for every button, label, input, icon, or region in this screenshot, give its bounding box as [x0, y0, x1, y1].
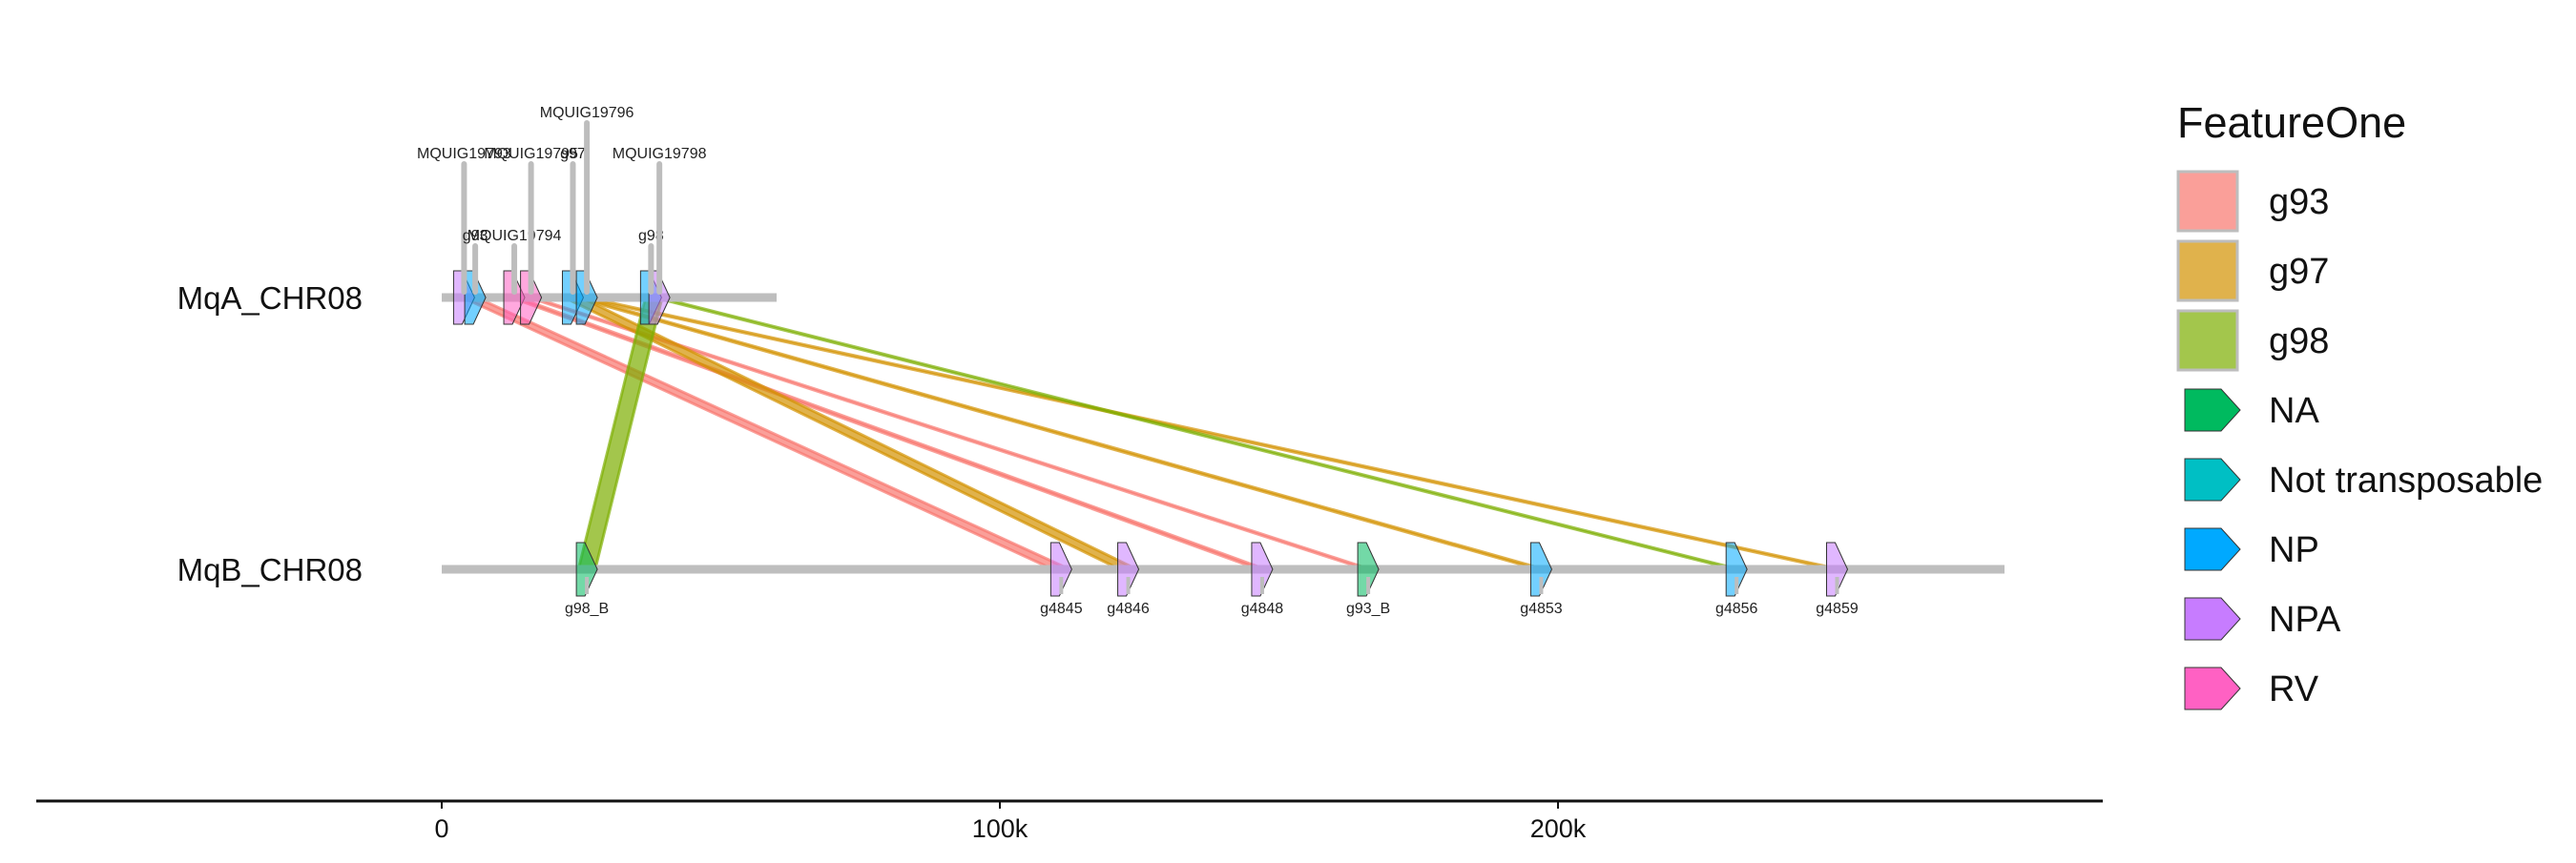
gene-label-g93_B: g93_B: [1346, 601, 1390, 617]
sequence-name-0: MqA_CHR08: [177, 280, 363, 316]
gene-label-MQUIG19796: MQUIG19796: [540, 105, 634, 121]
gene-label-g4853: g4853: [1520, 601, 1563, 617]
gene-layer: [452, 270, 1849, 597]
legend-key-g97: [2176, 239, 2239, 302]
gene-label-g93: g93: [463, 228, 488, 244]
link-g98-7: [654, 296, 1739, 571]
gene-arrow-MQUIG19798: [648, 270, 671, 325]
gene-arrow-g4859: [1826, 542, 1849, 597]
legend-key-rv: [2184, 667, 2241, 710]
gene-label-g4846: g4846: [1107, 601, 1150, 617]
legend-title: FeatureOne: [2177, 98, 2406, 147]
x-tick-label-1: 100k: [972, 814, 1028, 843]
gene-label-g4848: g4848: [1241, 601, 1284, 617]
legend-label-not-transposable: Not transposable: [2269, 461, 2543, 501]
legend-key-not-transposable: [2184, 458, 2241, 502]
x-axis: 0 100k 200k: [36, 799, 2103, 843]
gene-arrow-g4853: [1529, 542, 1553, 597]
gene-arrow-g93: [464, 270, 487, 325]
gene-arrow-g4856: [1725, 542, 1748, 597]
legend-key-na: [2184, 388, 2241, 432]
gene-arrow-MQUIG19794: [503, 270, 526, 325]
legend-key-g98: [2176, 309, 2239, 372]
gene-arrow-g93_B: [1357, 542, 1380, 597]
sequence-name-1: MqB_CHR08: [177, 552, 363, 587]
legend-label-np: NP: [2269, 530, 2319, 570]
x-tick-label-2: 200k: [1530, 814, 1587, 843]
legend: FeatureOne g93 g97 g98 NA Not transposable NP…: [2176, 98, 2543, 710]
gene-arrow-MQUIG19796: [575, 270, 598, 325]
gene-label-g97: g97: [560, 146, 586, 162]
x-tick-label-0: 0: [434, 814, 448, 843]
gene-arrow-g98_B: [575, 542, 598, 597]
legend-key-g93: [2176, 170, 2239, 233]
sequence-layer: MqA_CHR08 MqB_CHR08: [177, 280, 2005, 587]
link-g97-4: [574, 296, 1545, 571]
legend-key-np: [2184, 527, 2241, 571]
legend-label-g97: g97: [2269, 252, 2329, 292]
gene-arrow-g4846: [1117, 542, 1140, 597]
legend-label-rv: RV: [2269, 669, 2319, 709]
gene-label-g4845: g4845: [1040, 601, 1083, 617]
link-layer: [462, 296, 1840, 571]
gene-label-MQUIG19798: MQUIG19798: [613, 146, 707, 162]
gene-arrow-g4848: [1251, 542, 1274, 597]
gene-label-g98_B: g98_B: [565, 601, 609, 617]
legend-label-na: NA: [2269, 391, 2319, 431]
gene-arrow-g4845: [1049, 542, 1072, 597]
legend-key-npa: [2184, 597, 2241, 641]
gene-label-MQUIG19795: MQUIG19795: [484, 146, 578, 162]
legend-label-npa: NPA: [2269, 600, 2341, 640]
gene-arrow-MQUIG19795: [520, 270, 543, 325]
gene-label-g4856: g4856: [1715, 601, 1758, 617]
legend-label-g93: g93: [2269, 182, 2329, 222]
gene-label-MQUIG19794: MQUIG19794: [467, 228, 562, 244]
gene-label-MQUIG19793: MQUIG19793: [417, 146, 511, 162]
gene-label-g4859: g4859: [1816, 601, 1859, 617]
legend-label-g98: g98: [2269, 321, 2329, 361]
